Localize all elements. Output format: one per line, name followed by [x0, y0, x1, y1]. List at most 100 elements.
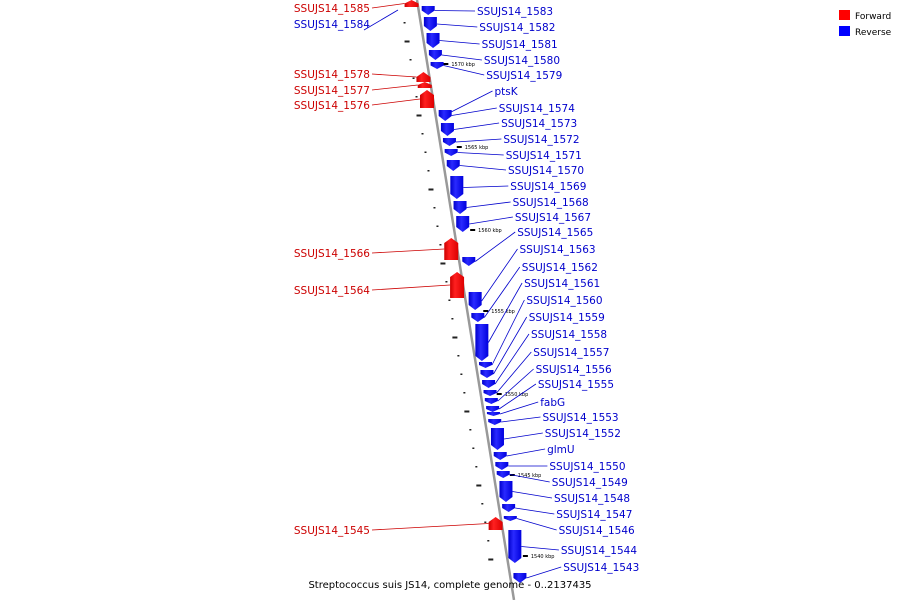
gene-label-forward[interactable]: SSUJS14_1576 — [294, 100, 370, 112]
gene-label-reverse[interactable]: SSUJS14_1543 — [563, 562, 639, 574]
reverse-gene-shape[interactable] — [479, 362, 493, 368]
minor-tick-mark — [457, 355, 460, 357]
forward-gene-shape[interactable] — [416, 72, 431, 82]
gene-label-reverse[interactable]: SSUJS14_1568 — [513, 197, 589, 209]
gene-label-reverse[interactable]: SSUJS14_1569 — [510, 181, 586, 193]
reverse-gene-shape[interactable] — [426, 33, 440, 48]
reverse-gene-shape[interactable] — [423, 17, 437, 31]
reverse-gene-shape[interactable] — [440, 123, 454, 136]
gene-label-forward[interactable]: SSUJS14_1578 — [294, 69, 370, 81]
gene-label-reverse[interactable]: SSUJS14_1557 — [533, 347, 609, 359]
reverse-gene-shape[interactable] — [428, 50, 442, 60]
gene-label-reverse[interactable]: SSUJS14_1579 — [486, 70, 562, 82]
gene-label-forward[interactable]: SSUJS14_1566 — [294, 248, 370, 260]
gene-label-reverse[interactable]: SSUJS14_1555 — [538, 379, 614, 391]
reverse-gene-shape[interactable] — [499, 481, 513, 502]
gene-label-reverse[interactable]: SSUJS14_1556 — [536, 364, 612, 376]
reverse-gene-shape[interactable] — [446, 160, 460, 171]
leader-line — [451, 107, 497, 116]
gene-label-reverse[interactable]: SSUJS14_1547 — [556, 509, 632, 521]
reverse-gene-shape[interactable] — [490, 428, 504, 450]
reverse-gene-shape[interactable] — [480, 370, 494, 378]
minor-tick-mark — [487, 540, 490, 542]
gene-label-reverse[interactable]: SSUJS14_1573 — [501, 118, 577, 130]
gene-label-reverse[interactable]: SSUJS14_1550 — [549, 461, 625, 473]
reverse-gene-shape[interactable] — [493, 452, 507, 460]
gene-label-reverse[interactable]: glmU — [547, 444, 575, 456]
forward-gene-shape[interactable] — [404, 0, 419, 7]
minor-tick-mark — [475, 466, 478, 468]
gene-label-reverse[interactable]: SSUJS14_1562 — [522, 262, 598, 274]
reverse-gene-shape[interactable] — [496, 471, 510, 478]
reverse-gene-shape[interactable] — [483, 390, 497, 396]
reverse-gene-shape[interactable] — [462, 257, 476, 266]
reverse-gene-shape[interactable] — [468, 292, 482, 310]
gene-label-reverse[interactable]: SSUJS14_1563 — [520, 244, 596, 256]
leader-line — [509, 474, 550, 483]
gene-label-reverse[interactable]: SSUJS14_1582 — [479, 22, 555, 34]
gene-label-reverse[interactable]: SSUJS14_1583 — [477, 6, 553, 18]
reverse-gene-shape[interactable] — [503, 516, 517, 521]
reverse-gene-shape[interactable] — [438, 110, 452, 121]
legend: Forward Reverse — [839, 10, 892, 38]
gene-label-forward[interactable]: SSUJS14_1584 — [294, 19, 370, 31]
gene-label-reverse[interactable]: SSUJS14_1560 — [526, 295, 602, 307]
forward-gene-shape[interactable] — [444, 238, 459, 260]
reverse-gene-shape[interactable] — [430, 62, 444, 69]
gene-label-reverse[interactable]: SSUJS14_1571 — [506, 150, 582, 162]
leader-line — [371, 73, 417, 78]
gene-label-reverse[interactable]: SSUJS14_1574 — [499, 103, 575, 115]
gene-label-forward[interactable]: SSUJS14_1585 — [294, 3, 370, 15]
reverse-gene-shape[interactable] — [484, 398, 498, 404]
gene-label-forward[interactable]: SSUJS14_1545 — [294, 525, 370, 537]
gene-label-reverse[interactable]: SSUJS14_1549 — [552, 477, 628, 489]
reverse-gene-shape[interactable] — [482, 380, 496, 388]
minor-tick-mark — [439, 244, 442, 246]
gene-label-reverse[interactable]: SSUJS14_1558 — [531, 329, 607, 341]
gene-label-reverse[interactable]: ptsK — [495, 86, 519, 98]
reverse-gene-shape[interactable] — [453, 201, 467, 214]
reverse-gene-shape[interactable] — [450, 176, 464, 199]
gene-label-reverse[interactable]: SSUJS14_1552 — [545, 428, 621, 440]
reverse-gene-shape[interactable] — [486, 412, 500, 416]
gene-label-forward[interactable]: SSUJS14_1577 — [294, 85, 370, 97]
forward-gene-shape[interactable] — [488, 517, 503, 530]
kbp-tick — [496, 393, 502, 395]
reverse-gene-shape[interactable] — [456, 216, 470, 232]
legend-swatch-forward — [839, 10, 850, 20]
reverse-gene-shape[interactable] — [475, 324, 489, 361]
forward-gene-shape[interactable] — [420, 90, 435, 108]
gene-label-reverse[interactable]: SSUJS14_1561 — [524, 278, 600, 290]
reverse-gene-shape[interactable] — [442, 138, 456, 146]
forward-gene-shape[interactable] — [417, 82, 432, 88]
reverse-gene-shape[interactable] — [513, 573, 527, 583]
gene-label-reverse[interactable]: SSUJS14_1567 — [515, 212, 591, 224]
gene-label-reverse[interactable]: fabG — [540, 397, 565, 409]
gene-label-reverse[interactable]: SSUJS14_1559 — [529, 312, 605, 324]
gene-label-reverse[interactable]: SSUJS14_1580 — [484, 55, 560, 67]
gene-label-reverse[interactable]: SSUJS14_1548 — [554, 493, 630, 505]
gene-label-reverse[interactable]: SSUJS14_1553 — [543, 412, 619, 424]
minor-tick-mark — [445, 281, 448, 283]
kbp-label: 1565 kbp — [465, 145, 489, 151]
gene-label-reverse[interactable]: SSUJS14_1565 — [517, 227, 593, 239]
reverse-gene-shape[interactable] — [502, 504, 516, 512]
forward-gene-shape[interactable] — [450, 272, 465, 298]
minor-tick-mark — [472, 447, 475, 449]
reverse-gene-shape[interactable] — [471, 313, 485, 322]
gene-label-forward[interactable]: SSUJS14_1564 — [294, 285, 370, 297]
gene-label-reverse[interactable]: SSUJS14_1581 — [482, 39, 558, 51]
gene-label-reverse[interactable]: SSUJS14_1544 — [561, 545, 637, 557]
reverse-gene-shape[interactable] — [444, 149, 458, 156]
leader-line — [371, 84, 418, 91]
reverse-gene-shape[interactable] — [488, 419, 502, 425]
minor-tick-mark — [440, 262, 446, 265]
gene-label-reverse[interactable]: SSUJS14_1572 — [503, 134, 579, 146]
reverse-gene-shape[interactable] — [495, 462, 509, 470]
gene-label-reverse[interactable]: SSUJS14_1546 — [559, 525, 635, 537]
minor-tick-mark — [448, 299, 451, 301]
reverse-gene-shape[interactable] — [486, 406, 500, 412]
gene-label-reverse[interactable]: SSUJS14_1570 — [508, 165, 584, 177]
reverse-gene-shape[interactable] — [421, 6, 435, 15]
reverse-gene-shape[interactable] — [508, 530, 522, 563]
